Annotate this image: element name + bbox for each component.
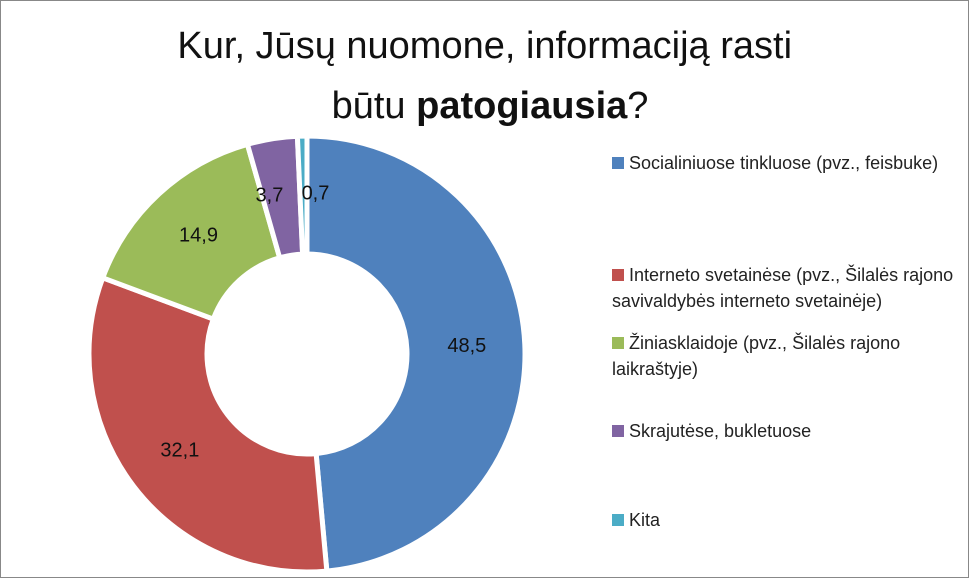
legend-entry: Žiniasklaidoje (pvz., Šilalės rajono lai… (612, 330, 957, 382)
legend-swatch (612, 425, 624, 437)
title-part: būtu (332, 85, 417, 127)
legend-swatch (612, 269, 624, 281)
legend-label: Skrajutėse, bukletuose (629, 421, 812, 441)
legend-entry: Skrajutėse, bukletuose (612, 418, 957, 444)
legend-label: Kita (629, 510, 661, 530)
legend-entry: Kita (612, 507, 957, 533)
data-label: 48,5 (447, 335, 486, 357)
data-label: 0,7 (302, 182, 330, 204)
title-part: patogiausia (416, 85, 628, 127)
legend-swatch (612, 514, 624, 526)
legend-label: Žiniasklaidoje (pvz., Šilalės rajono lai… (612, 333, 901, 379)
data-label: 3,7 (256, 184, 284, 206)
slice (294, 133, 310, 257)
slice (99, 141, 283, 323)
title-line: Kur, Jūsų nuomone, informaciją rasti (177, 25, 792, 67)
slice (86, 274, 330, 575)
slice (304, 133, 528, 574)
legend-swatch (612, 157, 624, 169)
chart-title: Kur, Jūsų nuomone, informaciją rasti būt… (177, 25, 802, 127)
legend-label: Socialiniuose tinkluose (pvz., feisbuke) (629, 153, 939, 173)
legend-entry: Interneto svetainėse (pvz., Šilalės rajo… (612, 262, 957, 314)
title-part: ? (627, 85, 648, 127)
data-label: 14,9 (179, 225, 218, 247)
data-label: 32,1 (160, 439, 199, 461)
legend-label: Interneto svetainėse (pvz., Šilalės rajo… (612, 265, 954, 311)
legend-swatch (612, 337, 624, 349)
legend-entry: Socialiniuose tinkluose (pvz., feisbuke) (612, 150, 957, 176)
